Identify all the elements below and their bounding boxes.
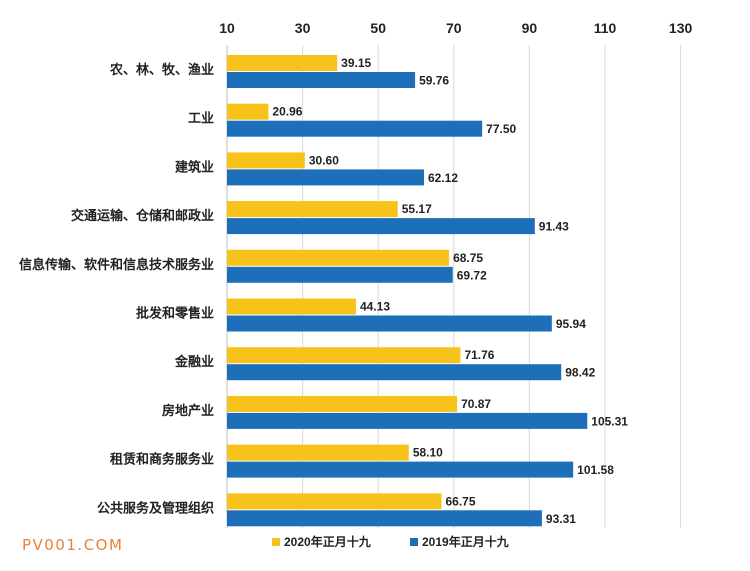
data-label-2019: 69.72 [457,268,487,282]
category-label: 公共服务及管理组织 [97,500,214,515]
bar-2020 [227,249,450,266]
category-label: 农、林、牧、渔业 [109,62,214,77]
bar-2019 [227,218,535,235]
data-label-2020: 68.75 [453,251,483,265]
category-label: 批发和零售业 [136,306,214,321]
bar-2019 [227,461,574,478]
data-label-2019: 98.42 [565,366,595,380]
data-label-2019: 59.76 [419,74,449,88]
x-tick-label: 70 [446,20,462,36]
bar-2020 [227,347,461,364]
data-label-2020: 30.60 [309,153,339,167]
data-label-2019: 91.43 [539,220,569,234]
legend-label-2020: 2020年正月十九 [284,534,371,549]
data-label-2020: 20.96 [272,105,302,119]
bar-2020 [227,444,409,461]
x-tick-label: 50 [370,20,386,36]
data-label-2020: 66.75 [446,494,476,508]
data-label-2019: 93.31 [546,512,576,526]
bar-2019 [227,510,542,527]
data-label-2020: 70.87 [461,397,491,411]
data-label-2019: 77.50 [486,122,516,136]
x-tick-label: 10 [219,20,235,36]
legend-swatch-2020 [272,538,280,546]
category-label: 金融业 [174,354,214,369]
bar-2020 [227,298,357,315]
watermark: PV001.COM [22,536,124,554]
category-label: 交通运输、仓储和邮政业 [71,208,214,223]
bar-2020 [227,152,305,169]
legend-label-2019: 2019年正月十九 [422,534,509,549]
category-label: 信息传输、软件和信息技术服务业 [19,257,214,272]
legend-swatch-2019 [410,538,418,546]
data-label-2020: 44.13 [360,300,390,314]
bar-2019 [227,266,453,283]
data-label-2019: 95.94 [556,317,586,331]
category-label: 租赁和商务服务业 [110,452,214,467]
x-tick-label: 90 [522,20,538,36]
data-label-2020: 39.15 [341,56,371,70]
bar-2019 [227,364,562,381]
bar-2020 [227,493,442,510]
category-label: 建筑业 [175,159,214,174]
bar-2019 [227,120,483,137]
bar-2020 [227,395,458,412]
category-label: 工业 [188,111,214,126]
data-label-2019: 62.12 [428,171,458,185]
bar-2019 [227,72,416,88]
x-tick-label: 30 [295,20,311,36]
bar-2019 [227,169,425,186]
category-label: 房地产业 [162,403,214,418]
data-label-2020: 55.17 [402,202,432,216]
x-tick-label: 130 [669,20,693,36]
bar-2019 [227,412,588,429]
bar-2020 [227,201,398,218]
bar-2019 [227,315,552,332]
bar-2020 [227,55,338,71]
bar-2020 [227,103,269,120]
data-label-2020: 71.76 [464,348,494,362]
data-label-2020: 58.10 [413,446,443,460]
data-label-2019: 105.31 [591,414,628,428]
data-label-2019: 101.58 [577,463,614,477]
x-tick-label: 110 [594,20,617,36]
